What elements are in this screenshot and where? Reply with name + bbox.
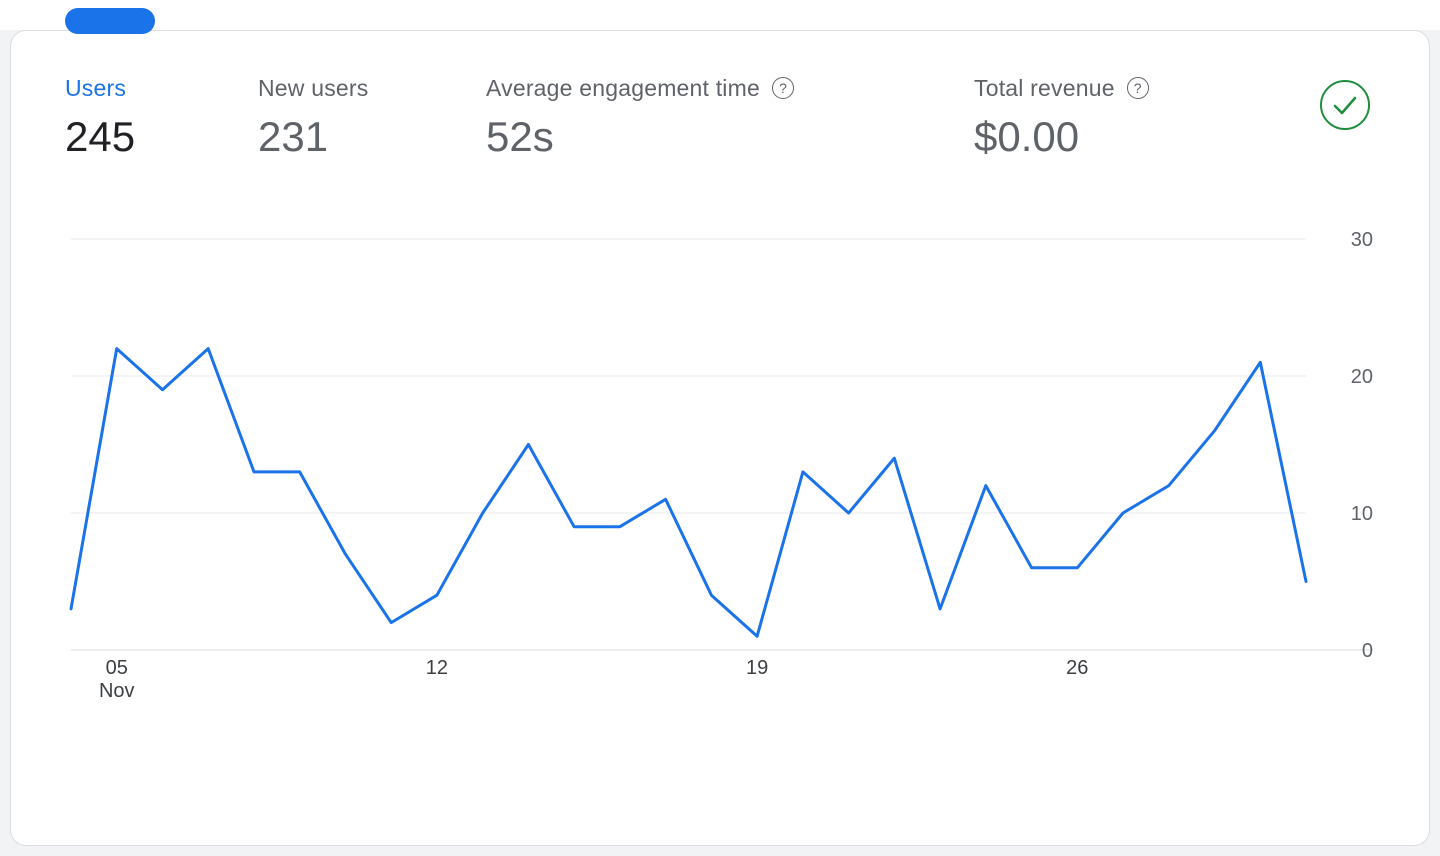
metric-tab-new-users[interactable]: New users 231 <box>258 73 368 165</box>
check-circle-ring <box>1320 80 1370 130</box>
x-axis-label: 12 <box>426 657 448 679</box>
x-axis-sublabel: Nov <box>99 680 135 702</box>
metric-tab-avg-engagement-time[interactable]: Average engagement time ? 52s <box>486 73 794 165</box>
metric-tab-users[interactable]: Users 245 <box>65 73 135 165</box>
selected-report-tab-indicator[interactable] <box>65 8 155 34</box>
metric-value-total-revenue: $0.00 <box>974 113 1080 160</box>
metric-label-total-revenue: Total revenue <box>974 75 1115 101</box>
help-icon[interactable]: ? <box>1126 77 1149 99</box>
help-glyph: ? <box>1133 80 1142 96</box>
y-axis-label: 10 <box>1351 503 1373 525</box>
users-series-line <box>69 347 1308 638</box>
x-axis-label: 05 <box>106 657 128 679</box>
y-axis-label: 30 <box>1351 229 1373 251</box>
help-icon[interactable]: ? <box>771 77 794 99</box>
data-quality-check-icon[interactable] <box>1319 79 1371 131</box>
metric-tab-total-revenue[interactable]: Total revenue ? $0.00 <box>974 73 1149 165</box>
metric-label-new-users: New users <box>258 75 369 101</box>
x-axis-label: 26 <box>1066 657 1088 679</box>
overview-metrics-card: Users 245 New users 231 Average engageme… <box>10 30 1430 846</box>
metric-label-avg-engagement-time: Average engagement time <box>486 75 760 101</box>
y-axis-label: 0 <box>1362 640 1373 662</box>
page-background-strip <box>0 0 1440 30</box>
help-glyph: ? <box>779 80 787 96</box>
metric-value-new-users: 231 <box>258 113 329 160</box>
x-axis-label: 19 <box>746 657 768 679</box>
y-axis-label: 20 <box>1351 366 1373 388</box>
metric-label-users: Users <box>65 75 127 101</box>
metric-value-users: 245 <box>65 113 136 160</box>
check-mark <box>1333 96 1357 115</box>
metric-value-avg-engagement-time: 52s <box>486 113 554 160</box>
